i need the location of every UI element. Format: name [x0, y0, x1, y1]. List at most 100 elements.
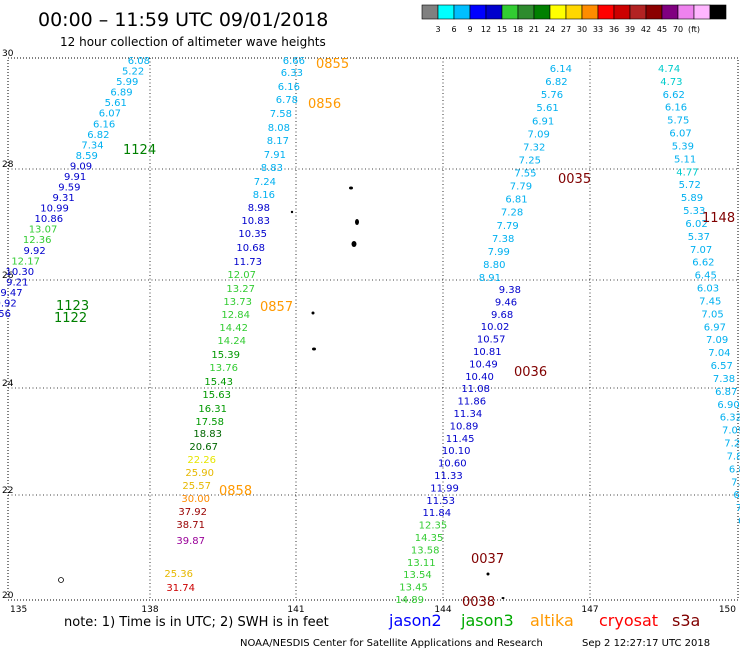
footer-note: note: 1) Time is in UTC; 2) SWH is in fe…	[64, 615, 329, 630]
wave-height-label: 10.40	[465, 372, 494, 383]
wave-height-label: 5.61	[105, 98, 127, 109]
wave-height-label: 7.28	[501, 208, 523, 219]
wave-height-label: 6.97	[704, 322, 726, 333]
legend-swatch	[469, 4, 487, 20]
wave-height-label: 14.89	[395, 595, 424, 606]
wave-height-label: 5.22	[122, 67, 144, 78]
legend-swatch	[565, 4, 583, 20]
wave-height-label: 6.33	[281, 68, 303, 79]
wave-height-label: 6.81	[505, 195, 527, 206]
legend-swatch	[709, 4, 727, 20]
wave-height-label: 7.99	[488, 247, 510, 258]
wave-height-label: 10.68	[236, 243, 265, 254]
legend-tick-label: 30	[577, 25, 587, 34]
legend-tick-label: 24	[545, 25, 555, 34]
legend-swatch	[485, 4, 503, 20]
wave-height-label: 31.74	[166, 583, 195, 594]
legend-swatch	[661, 4, 679, 20]
wave-height-label: 9.21	[6, 277, 28, 288]
pass-time-label: 0038	[462, 595, 495, 610]
wave-height-label: 4.77	[676, 167, 698, 178]
legend-swatch	[501, 4, 519, 20]
wave-height-label: 10.49	[469, 359, 498, 370]
color-scale-legend: 3 6 9 12 15 18 21 24 27 30 33 36 39 42 45 70 (ft)	[421, 4, 727, 34]
wave-height-label: 7.91	[264, 150, 286, 161]
wave-height-label: 11.08	[461, 384, 490, 395]
wave-height-label: 12.36	[23, 235, 52, 246]
pass-time-label: 0036	[514, 365, 547, 380]
pass-time-label: 0856	[308, 97, 341, 112]
wave-height-label: 15.43	[204, 377, 233, 388]
wave-height-label: 6.	[733, 490, 740, 501]
wave-height-label: 6.32	[720, 413, 740, 424]
wave-height-label: 6.02	[685, 219, 707, 230]
satellite-legend: jason2 jason3 altika cryosat s3a	[388, 611, 700, 630]
pass-time-label: 1122	[54, 311, 87, 326]
wave-height-label: 13.45	[399, 583, 428, 594]
legend-swatch	[437, 4, 455, 20]
wave-height-label: 13.11	[407, 558, 436, 569]
legend-swatch	[533, 4, 551, 20]
legend-tick-label: 15	[497, 25, 507, 34]
wave-height-label: 7.	[731, 477, 740, 488]
wave-height-label: 9.38	[499, 285, 521, 296]
wave-height-label: 5.33	[683, 206, 705, 217]
wave-height-label: 11.73	[233, 257, 262, 268]
wave-height-label: 7.58	[270, 109, 292, 120]
legend-swatch	[677, 4, 695, 20]
wave-height-label: 9.92	[23, 246, 45, 257]
map-title: 00:00 – 11:59 UTC 09/01/2018	[38, 9, 328, 31]
legend-tick-label: 39	[625, 25, 635, 34]
wave-height-label: 6.90	[717, 400, 739, 411]
wave-height-label: 7.79	[496, 221, 518, 232]
y-tick-label: 24	[2, 379, 14, 389]
legend-swatch	[517, 4, 535, 20]
legend-tick-label: 27	[561, 25, 571, 34]
wave-height-label: 6.82	[87, 130, 109, 141]
pass-time-label: 0857	[260, 300, 293, 315]
wave-height-label: 11.86	[457, 397, 486, 408]
wave-height-label: 30.00	[181, 494, 210, 505]
legend-tick-label: 18	[513, 25, 523, 34]
wave-height-label: 7.	[736, 503, 740, 514]
island-mark	[501, 597, 505, 599]
wave-height-label: 13.27	[226, 284, 255, 295]
wave-height-label: 10.35	[238, 229, 267, 240]
x-tick-label: 147	[581, 605, 598, 615]
wave-height-label: 9.31	[52, 193, 74, 204]
wave-height-label: 25.36	[164, 569, 193, 580]
wave-height-label: 12.35	[419, 521, 448, 532]
wave-height-label: 8.08	[268, 123, 290, 134]
wave-height-label: 7.24	[254, 177, 276, 188]
legend-swatch	[453, 4, 471, 20]
wave-height-label: 7.45	[699, 296, 721, 307]
wave-height-label: 6.78	[276, 95, 298, 106]
satellite-legend-s3a: s3a	[672, 611, 700, 630]
wave-height-label: 12.84	[221, 310, 250, 321]
wave-height-label: 6.82	[545, 77, 567, 88]
wave-height-label: 25.57	[182, 481, 211, 492]
wave-height-label: 12.07	[227, 270, 256, 281]
wave-height-labels: 6.085.225.996.895.616.076.166.827.348.59…	[0, 56, 740, 606]
wave-height-label: 5.11	[674, 154, 696, 165]
wave-height-label: 6.91	[532, 116, 554, 127]
x-tick-label: 150	[719, 605, 736, 615]
wave-height-label: 5.39	[672, 141, 694, 152]
plot-frame	[7, 57, 739, 601]
wave-height-label: 9.68	[491, 310, 513, 321]
wave-height-label: 7.25	[519, 155, 541, 166]
wave-height-label: 38.71	[176, 520, 205, 531]
wave-height-label: 7.38	[492, 234, 514, 245]
wave-height-label: 5.99	[116, 77, 138, 88]
wave-height-label: 5.61	[536, 103, 558, 114]
pass-time-label: 1124	[123, 143, 156, 158]
wave-height-label: 20.67	[189, 442, 218, 453]
wave-height-label: 7.07	[690, 245, 712, 256]
x-tick-label: 135	[10, 605, 27, 615]
wave-height-label: 13.07	[29, 225, 58, 236]
pass-time-label: 0858	[219, 484, 252, 499]
wave-height-label: 7.34	[81, 140, 103, 151]
